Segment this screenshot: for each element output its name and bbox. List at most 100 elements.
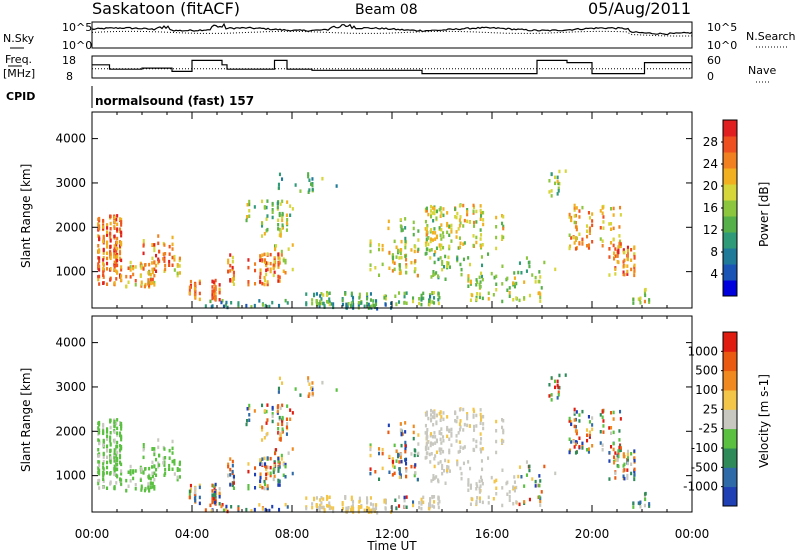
velocity-cell (472, 438, 475, 442)
velocity-cell (508, 494, 511, 499)
power-cell (433, 211, 436, 216)
power-cell (369, 249, 372, 254)
power-cell (97, 222, 100, 226)
power-cell (369, 243, 372, 248)
power-cell (153, 245, 156, 250)
velocity-cell (311, 391, 314, 396)
power-cell (374, 305, 377, 310)
velocity-cell (432, 477, 435, 481)
power-cell (501, 237, 504, 241)
power-cell (410, 260, 413, 265)
velocity-cell (248, 403, 251, 408)
power-cell (617, 250, 620, 255)
velocity-cell (171, 459, 174, 464)
velocity-cell (176, 467, 179, 471)
power-cell (113, 281, 116, 285)
velocity-cell (487, 456, 490, 460)
velocity-cell (157, 438, 160, 442)
power-cell (601, 244, 604, 248)
velocity-cell (276, 409, 279, 414)
velocity-cell (608, 426, 611, 430)
power-cell (448, 244, 451, 249)
velocity-cell (384, 507, 387, 511)
velocity-cell (446, 415, 449, 419)
velocity-cell (457, 431, 460, 435)
power-cell (440, 223, 443, 227)
velocity-cell (231, 469, 234, 474)
velocity-cell (458, 408, 461, 412)
power-cell (435, 234, 438, 238)
power-cell (618, 234, 621, 238)
power-cell (610, 227, 613, 231)
velocity-cell (501, 503, 504, 508)
power-cell (98, 256, 101, 260)
power-cell (472, 211, 475, 215)
power-cell (313, 293, 316, 298)
power-cell (369, 267, 372, 272)
power-cell (98, 250, 101, 254)
velocity-cell (538, 474, 541, 478)
power-cell (344, 291, 347, 295)
velocity-cell (264, 464, 267, 468)
velocity-cell (272, 477, 275, 482)
power-cell (102, 248, 105, 253)
power-cell (278, 261, 281, 265)
velocity-cell (120, 445, 123, 449)
nave-label: Nave (748, 64, 776, 77)
power-cell (212, 292, 215, 297)
power-cell (431, 211, 434, 215)
velocity-cell (307, 378, 310, 383)
power-cell (116, 214, 119, 218)
velocity-cell (413, 473, 416, 478)
power-cell (639, 296, 642, 300)
velocity-cell (501, 468, 504, 472)
velocity-cell (450, 434, 453, 438)
velocity-cell (148, 466, 151, 471)
power-cell (578, 209, 581, 213)
power-cell (622, 248, 625, 252)
time-tick-label: 16:00 (475, 527, 510, 541)
velocity-cell (601, 448, 604, 452)
velocity-cell (633, 473, 636, 477)
velocity-cell (173, 458, 176, 463)
velocity-cell (528, 468, 531, 473)
velocity-cell (414, 463, 417, 467)
velocity-cell (326, 497, 329, 501)
power-cell (393, 261, 396, 265)
velocity-cell (618, 429, 621, 433)
power-cell (619, 244, 622, 248)
velocity-cell (539, 479, 542, 483)
power-cell (259, 254, 262, 258)
power-cell (458, 218, 461, 222)
velocity-cell (134, 483, 137, 487)
power-cell (404, 217, 407, 221)
colorbar-swatch (723, 200, 737, 217)
velocity-cell (622, 474, 625, 478)
power-cell (427, 212, 430, 217)
power-cell (374, 266, 377, 270)
power-cell (513, 276, 516, 280)
power-cell (446, 223, 449, 228)
velocity-cell (417, 442, 420, 446)
power-cell (330, 302, 333, 306)
velocity-cell (272, 467, 275, 471)
velocity-cell (278, 483, 281, 487)
velocity-cell (482, 426, 485, 431)
power-cell (413, 249, 416, 254)
power-cell (106, 226, 109, 230)
power-cell (106, 251, 109, 255)
power-cell (601, 239, 604, 243)
power-cell (229, 269, 232, 273)
velocity-cell (405, 462, 408, 466)
velocity-cell (404, 447, 407, 451)
power-cell (369, 292, 372, 296)
velocity-cell (399, 473, 402, 477)
power-cell (277, 263, 280, 267)
power-cell (648, 298, 651, 302)
velocity-cell (400, 452, 403, 456)
power-cell (525, 269, 528, 273)
colorbar-tick-label: 20 (703, 179, 718, 193)
power-cell (431, 291, 434, 295)
power-cell (134, 283, 137, 287)
velocity-cell (102, 485, 105, 489)
